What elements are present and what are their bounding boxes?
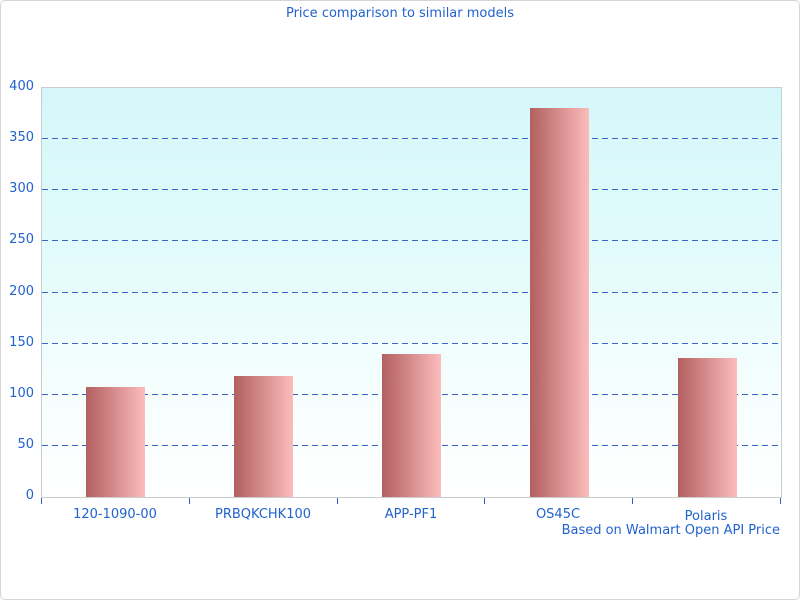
bar-120-1090-00 <box>86 387 145 497</box>
y-tick-label-100: 100 <box>9 386 34 401</box>
x-category-label-OS45C: OS45C <box>535 507 581 522</box>
x-category-label-120-1090-00: 120-1090-00 <box>73 507 157 522</box>
chart-footer-note: Based on Walmart Open API Price <box>561 523 780 538</box>
y-tick-label-200: 200 <box>9 284 34 299</box>
gridline-300 <box>42 189 781 191</box>
gridline-250 <box>42 240 781 242</box>
x-category-label-PRBQKCHK100: PRBQKCHK100 <box>214 507 312 522</box>
x-axis-tick <box>632 498 633 504</box>
x-axis-tick <box>41 498 42 504</box>
y-tick-label-150: 150 <box>9 335 34 350</box>
chart-title: Price comparison to similar models <box>285 6 515 21</box>
y-tick-label-250: 250 <box>9 232 34 247</box>
gridline-200 <box>42 291 781 293</box>
x-category-label-APP-PF1: APP-PF1 <box>384 507 438 522</box>
y-tick-label-300: 300 <box>9 181 34 196</box>
bar-OS45C <box>530 108 589 497</box>
gridline-350 <box>42 138 781 140</box>
x-axis-tick <box>780 498 781 504</box>
x-category-label-Polaris: Polaris <box>684 509 728 524</box>
x-axis-tick <box>484 498 485 504</box>
gridline-150 <box>42 342 781 344</box>
bar-APP-PF1 <box>382 354 441 497</box>
plot-area <box>41 87 782 498</box>
x-axis-tick <box>337 498 338 504</box>
y-tick-label-50: 50 <box>17 437 34 452</box>
bar-Polaris <box>678 358 737 497</box>
bar-PRBQKCHK100 <box>234 376 293 497</box>
y-tick-label-400: 400 <box>9 79 34 94</box>
x-axis-tick <box>189 498 190 504</box>
y-tick-label-350: 350 <box>9 130 34 145</box>
y-tick-label-0: 0 <box>25 488 34 503</box>
